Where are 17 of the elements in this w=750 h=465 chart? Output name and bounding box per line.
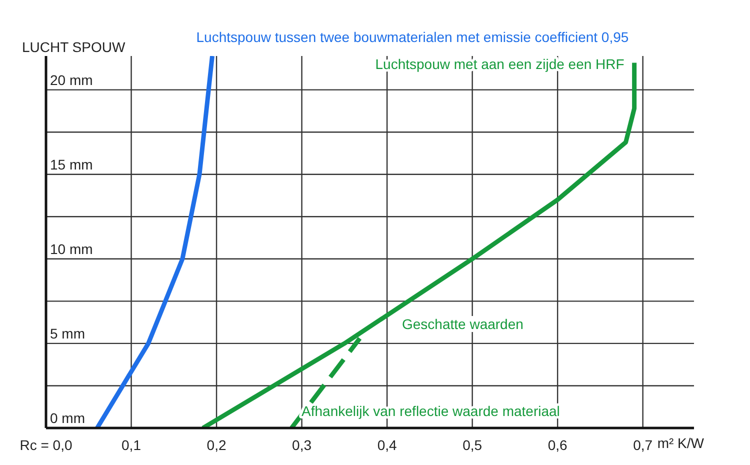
y-tick-label: 15 mm [50,156,93,172]
x-axis-title: m² K/W [657,435,705,451]
y-tick-label: 20 mm [50,72,93,88]
y-axis-title: LUCHT SPOUW [22,39,126,55]
x-tick-label: 0,6 [548,437,568,453]
x-tick-label: 0,2 [206,437,226,453]
y-tick-label: 10 mm [50,240,93,257]
x-tick-label: 0,7 [633,437,653,453]
y-tick-label: 5 mm [50,325,85,342]
x-tick-label: 0,1 [122,437,142,453]
x-tick-label: 0,5 [462,437,482,453]
x-tick-label: Rc = 0,0 [20,437,72,453]
series-label: Luchtspouw tussen twee bouwmaterialen met emissie coefficient 0,95 [196,29,629,45]
x-tick-label: 0,4 [377,437,397,453]
y-tick-label: 0 mm [50,410,85,426]
annotation: Geschatte waarden [400,316,526,332]
x-tick-label: 0,3 [292,437,312,453]
